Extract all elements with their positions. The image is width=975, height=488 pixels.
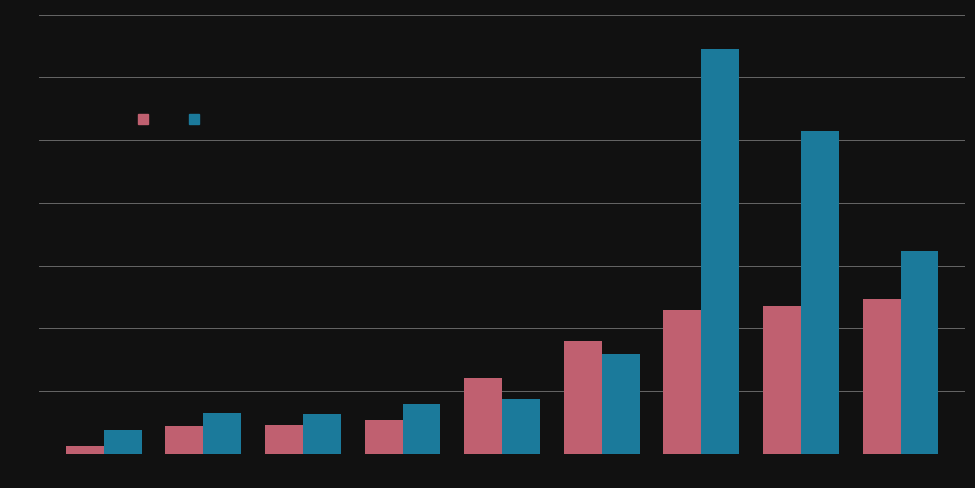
- Bar: [502, 399, 540, 454]
- Bar: [166, 427, 204, 454]
- Bar: [602, 354, 640, 454]
- Bar: [265, 425, 303, 454]
- Bar: [763, 306, 800, 454]
- Bar: [403, 405, 441, 454]
- Legend: , : ,: [137, 113, 203, 126]
- Bar: [66, 446, 103, 454]
- Bar: [663, 310, 701, 454]
- Bar: [365, 420, 403, 454]
- Bar: [901, 251, 938, 454]
- Bar: [701, 49, 739, 454]
- Bar: [204, 413, 241, 454]
- Bar: [564, 341, 602, 454]
- Bar: [863, 300, 901, 454]
- Bar: [464, 378, 502, 454]
- Bar: [103, 430, 141, 454]
- Bar: [800, 131, 838, 454]
- Bar: [303, 414, 341, 454]
